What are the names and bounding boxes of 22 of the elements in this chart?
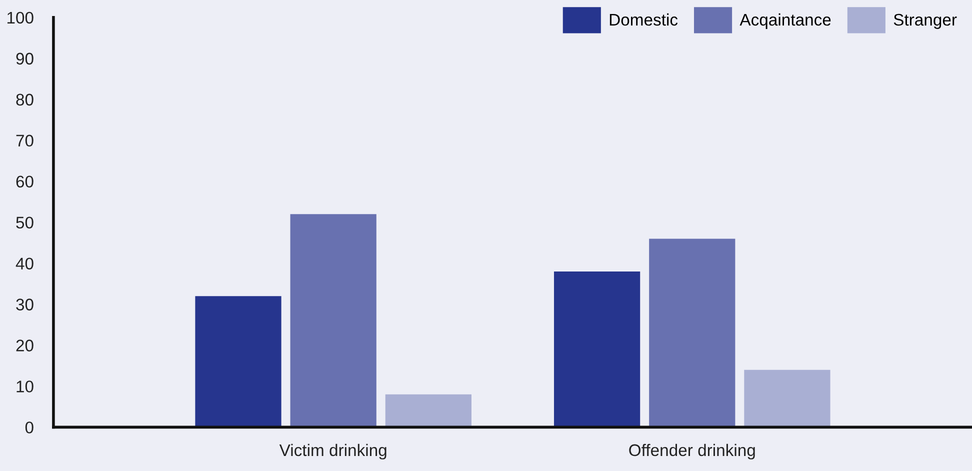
x-tick-label: Offender drinking [629, 444, 755, 460]
bar [385, 394, 472, 428]
y-tick-label: 20 [16, 340, 34, 352]
y-tick-label: 90 [16, 52, 34, 65]
bar [290, 214, 376, 428]
y-tick-label: 10 [16, 380, 34, 392]
bar [554, 271, 640, 428]
y-tick-label: 80 [16, 94, 34, 106]
y-tick-label: 70 [16, 134, 34, 147]
y-tick-label: 100 [7, 12, 34, 24]
x-tick-label: Victim drinking [279, 444, 386, 460]
bar [744, 370, 830, 428]
legend-label: Stranger [894, 14, 957, 29]
y-tick-label: 60 [16, 176, 34, 188]
y-tick-label: 40 [16, 258, 34, 270]
legend-label: Acqaintance [740, 13, 831, 29]
bar [195, 296, 282, 428]
bar [649, 238, 736, 428]
y-tick-label: 50 [16, 216, 34, 229]
y-tick-label: 30 [16, 298, 34, 310]
y-tick-label: 0 [25, 422, 34, 434]
legend-label: Domestic [610, 13, 678, 26]
